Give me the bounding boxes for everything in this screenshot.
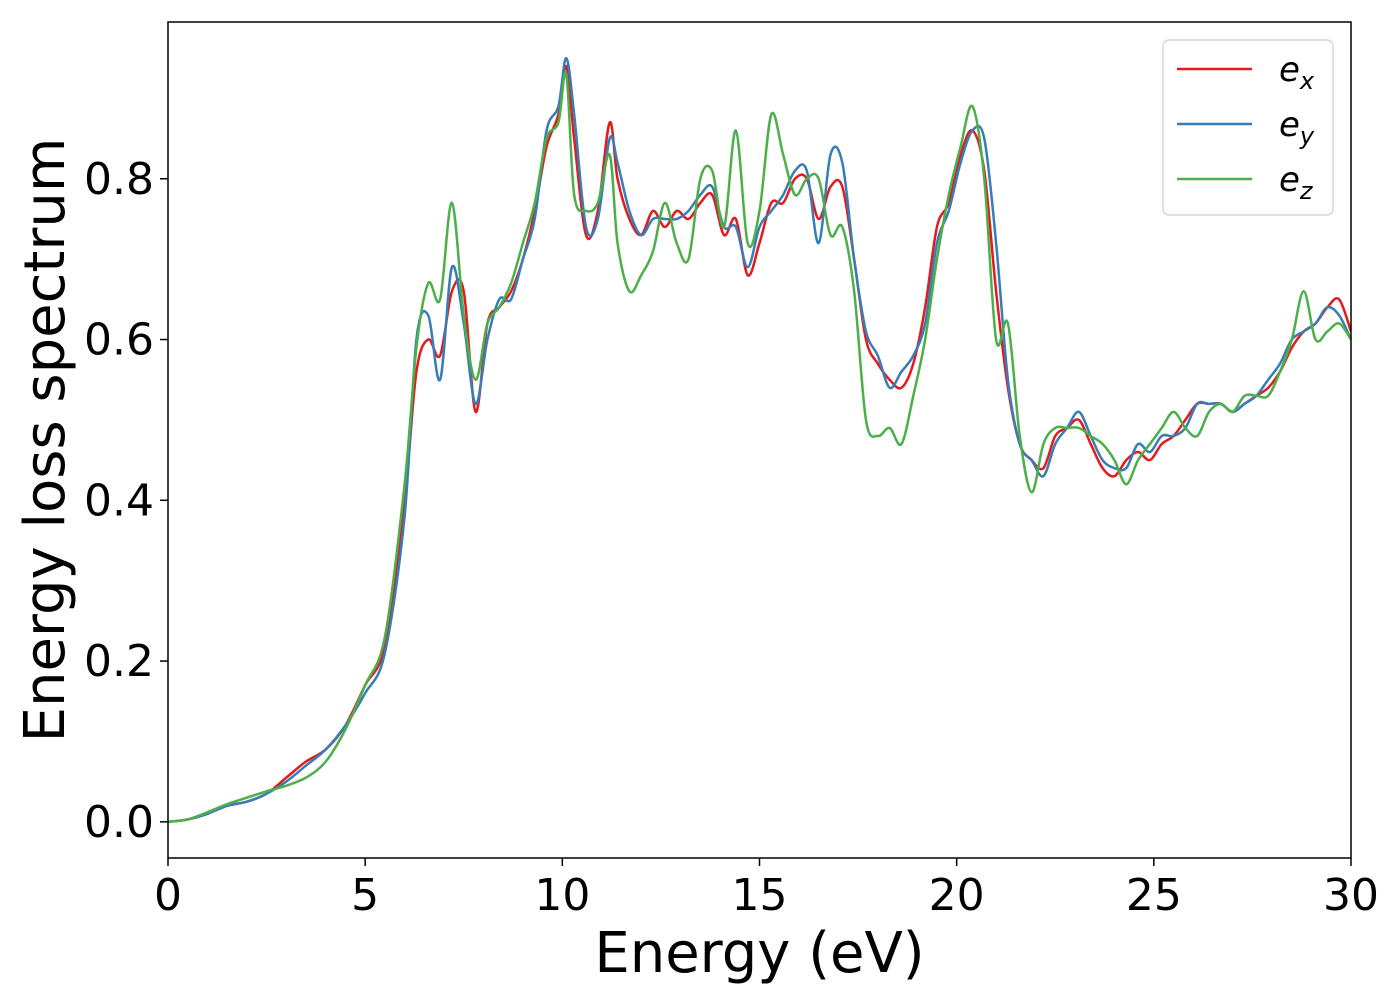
- y-tick-label: 0.2: [84, 636, 154, 687]
- series-line-y: [168, 56, 1351, 824]
- x-tick-label: 25: [1126, 870, 1182, 921]
- x-axis-ticks: 0 5 10 15 20 25 30: [154, 858, 1379, 921]
- legend-label-y: ey: [1279, 105, 1315, 150]
- legend-label-x: ex: [1279, 50, 1315, 95]
- series-line-x: [168, 64, 1351, 824]
- legend: ex ey ez: [1162, 39, 1334, 216]
- x-axis-label: Energy (eV): [594, 921, 924, 986]
- x-tick-label: 0: [154, 870, 182, 921]
- x-tick-label: 30: [1323, 870, 1379, 921]
- series-line-z: [168, 71, 1351, 824]
- legend-box: [1162, 39, 1334, 216]
- x-tick-label: 20: [929, 870, 985, 921]
- x-tick-label: 10: [534, 870, 590, 921]
- y-tick-label: 0.6: [84, 315, 154, 366]
- series-lines: [168, 56, 1351, 824]
- y-axis-label: Energy loss spectrum: [13, 138, 78, 743]
- y-axis-ticks: 0.0 0.2 0.4 0.6 0.8: [84, 154, 168, 848]
- x-tick-label: 15: [732, 870, 788, 921]
- x-tick-label: 5: [351, 870, 379, 921]
- legend-label-z: ez: [1279, 160, 1314, 205]
- y-tick-label: 0.8: [84, 154, 154, 205]
- y-tick-label: 0.0: [84, 797, 154, 848]
- y-tick-label: 0.4: [84, 475, 154, 526]
